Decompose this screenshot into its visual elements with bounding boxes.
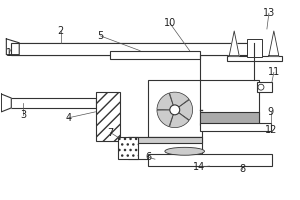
Text: 13: 13 xyxy=(263,8,275,18)
FancyBboxPatch shape xyxy=(257,82,272,92)
Polygon shape xyxy=(2,94,11,112)
Wedge shape xyxy=(157,110,175,127)
Wedge shape xyxy=(175,100,193,120)
Wedge shape xyxy=(169,92,189,110)
Text: 11: 11 xyxy=(268,67,280,77)
FancyBboxPatch shape xyxy=(110,51,200,59)
Text: 9: 9 xyxy=(268,107,274,117)
Text: 5: 5 xyxy=(97,31,103,41)
FancyBboxPatch shape xyxy=(200,80,259,125)
Text: 4: 4 xyxy=(66,113,72,123)
FancyBboxPatch shape xyxy=(200,112,259,125)
FancyBboxPatch shape xyxy=(95,92,120,141)
FancyBboxPatch shape xyxy=(128,137,202,143)
FancyBboxPatch shape xyxy=(11,43,254,55)
FancyBboxPatch shape xyxy=(200,123,271,131)
FancyBboxPatch shape xyxy=(247,39,262,57)
FancyBboxPatch shape xyxy=(148,154,272,166)
Text: 6: 6 xyxy=(145,152,151,162)
Polygon shape xyxy=(229,31,239,56)
Circle shape xyxy=(258,84,264,90)
Text: 8: 8 xyxy=(239,164,245,174)
Text: 2: 2 xyxy=(58,26,64,36)
Text: 12: 12 xyxy=(265,125,277,135)
Polygon shape xyxy=(269,31,279,56)
Ellipse shape xyxy=(165,147,205,155)
Text: 10: 10 xyxy=(164,18,176,28)
FancyBboxPatch shape xyxy=(11,43,254,55)
FancyBboxPatch shape xyxy=(128,137,202,159)
FancyBboxPatch shape xyxy=(148,80,202,137)
FancyBboxPatch shape xyxy=(227,56,282,61)
Wedge shape xyxy=(157,93,175,110)
FancyBboxPatch shape xyxy=(118,137,138,159)
Circle shape xyxy=(170,105,180,115)
Text: 7: 7 xyxy=(107,128,113,138)
Wedge shape xyxy=(169,110,189,128)
Polygon shape xyxy=(6,39,19,55)
Text: 14: 14 xyxy=(194,162,206,172)
FancyBboxPatch shape xyxy=(6,98,95,108)
Text: 1: 1 xyxy=(6,48,12,58)
Text: 3: 3 xyxy=(20,110,26,120)
